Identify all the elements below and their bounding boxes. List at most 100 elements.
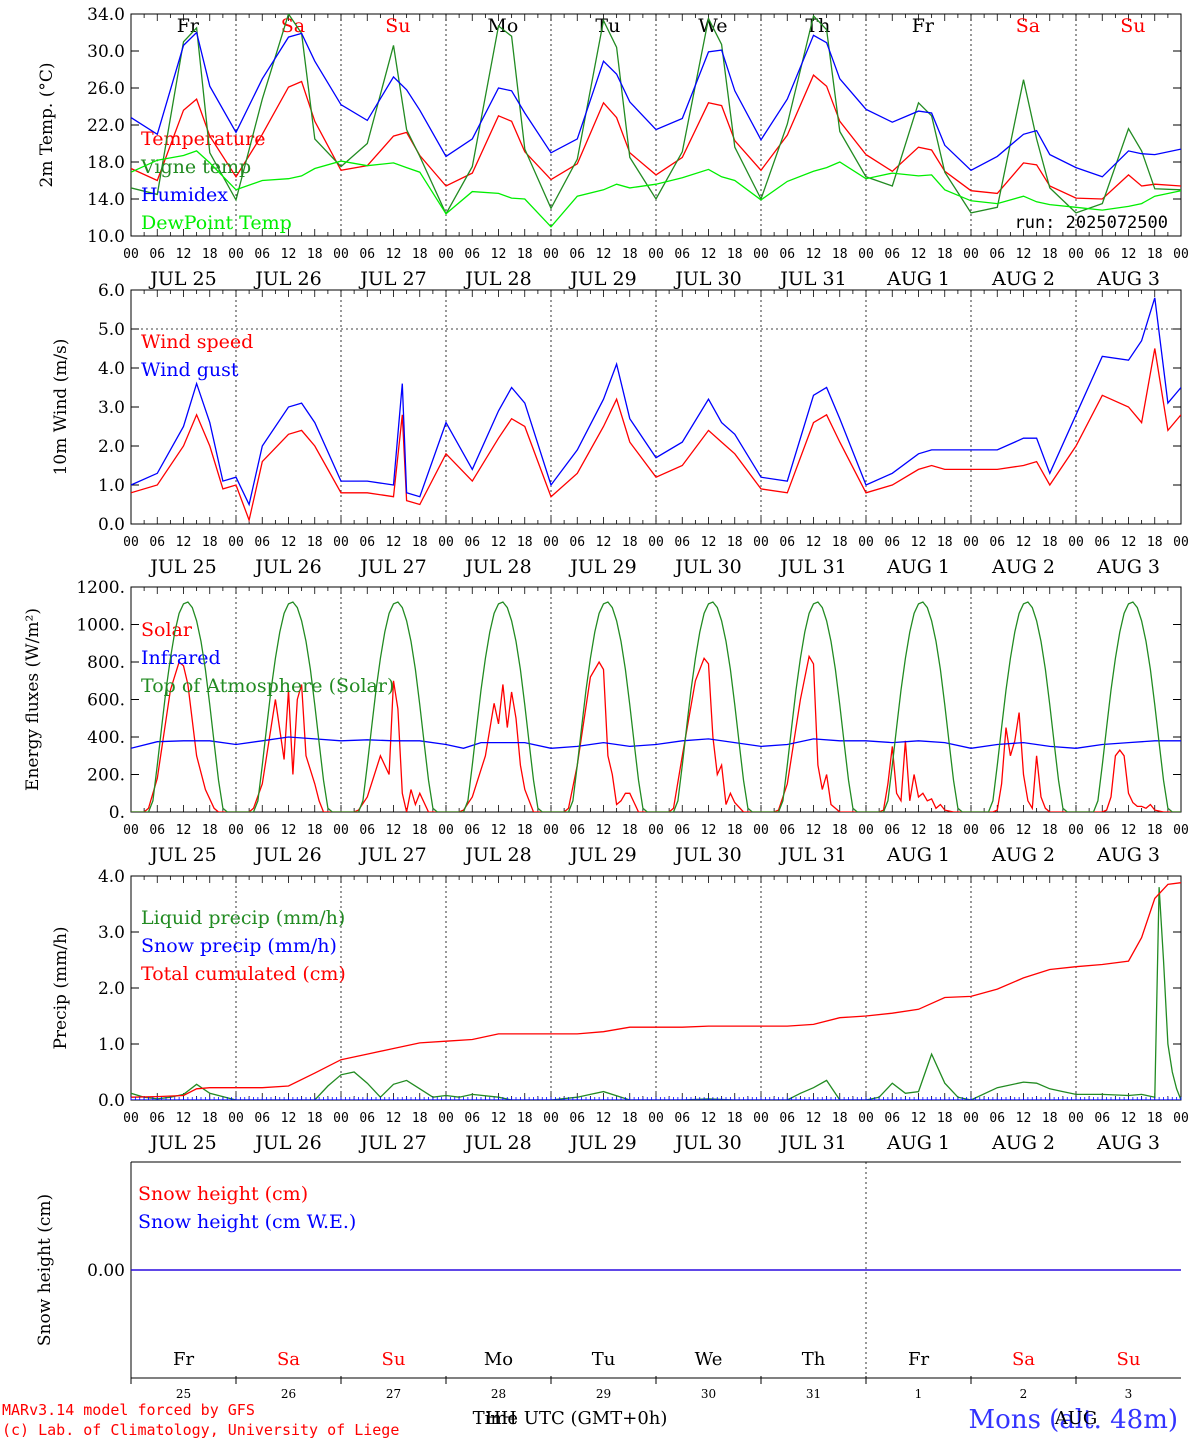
hour-tick-label: 18 <box>517 823 533 838</box>
hour-tick-label: 12 <box>596 823 612 838</box>
hour-tick-label: 18 <box>622 823 638 838</box>
hour-tick-label: 12 <box>596 535 612 550</box>
y-tick-label: 2.0 <box>98 979 125 999</box>
date-label: AUG 3 <box>1096 844 1160 866</box>
hour-tick-label: 06 <box>149 535 165 550</box>
hour-tick-label: 06 <box>674 535 690 550</box>
hour-tick-label: 06 <box>674 1111 690 1126</box>
hour-tick-label: 18 <box>1042 535 1058 550</box>
legend-entry: Vigne temp <box>140 156 251 178</box>
day-number-label: 26 <box>281 1387 296 1401</box>
weekday-label: Su <box>1120 15 1145 37</box>
series-line-total-cumulated-cm <box>131 882 1181 1098</box>
hour-tick-label: 00 <box>123 247 139 262</box>
hour-tick-label: 18 <box>307 823 323 838</box>
hour-tick-label: 00 <box>1068 247 1084 262</box>
hour-tick-label: 18 <box>1042 1111 1058 1126</box>
series-line-wind-speed <box>131 348 1181 523</box>
hour-tick-label: 00 <box>438 823 454 838</box>
hour-tick-label: 18 <box>727 247 743 262</box>
date-label: JUL 30 <box>673 844 741 866</box>
hour-tick-label: 18 <box>1042 823 1058 838</box>
hour-tick-label: 00 <box>648 535 664 550</box>
hour-tick-label: 00 <box>228 823 244 838</box>
weekday-label: Sa <box>277 1349 300 1370</box>
hour-tick-label: 12 <box>1016 247 1032 262</box>
hour-tick-label: 12 <box>911 1111 927 1126</box>
hour-tick-label: 18 <box>202 1111 218 1126</box>
date-label: AUG 1 <box>886 268 950 290</box>
hour-tick-label: 12 <box>701 247 717 262</box>
y-axis-label: 10m Wind (m/s) <box>51 339 71 476</box>
hour-tick-label: 18 <box>727 535 743 550</box>
day-number-label: 31 <box>806 1387 821 1401</box>
hour-tick-label: 06 <box>989 247 1005 262</box>
y-tick-label: 1.0 <box>98 1035 125 1055</box>
hour-tick-label: 06 <box>884 823 900 838</box>
hour-tick-label: 18 <box>622 247 638 262</box>
date-label: AUG 3 <box>1096 268 1160 290</box>
hour-tick-label: 00 <box>963 1111 979 1126</box>
legend-entry: Snow height (cm W.E.) <box>138 1211 356 1233</box>
hour-tick-label: 06 <box>1094 823 1110 838</box>
hour-tick-label: 18 <box>307 1111 323 1126</box>
panel-1: 10.0 14.0 18.0 22.0 26.0 30.0 34.0 2m Temp. (°C… <box>37 5 1189 290</box>
date-label: JUL 31 <box>778 1132 846 1154</box>
date-label: JUL 26 <box>253 844 321 866</box>
date-label: JUL 29 <box>568 844 636 866</box>
y-tick-label: 0.00 <box>87 1261 125 1281</box>
hour-tick-label: 06 <box>569 823 585 838</box>
y-tick-label: 1200. <box>76 578 125 598</box>
hour-tick-label: 18 <box>412 1111 428 1126</box>
hour-tick-label: 12 <box>281 1111 297 1126</box>
hour-tick-label: 00 <box>228 535 244 550</box>
hour-tick-label: 00 <box>648 247 664 262</box>
y-tick-label: 4.0 <box>98 867 125 887</box>
y-tick-label: 3.0 <box>98 398 125 418</box>
hour-tick-label: 00 <box>543 535 559 550</box>
hour-tick-label: 00 <box>1173 823 1189 838</box>
date-label: JUL 26 <box>253 268 321 290</box>
date-label: AUG 3 <box>1096 556 1160 578</box>
date-label: JUL 31 <box>778 556 846 578</box>
hour-tick-label: 12 <box>1121 823 1137 838</box>
hour-tick-label: 12 <box>806 823 822 838</box>
x-axis-title: Time UTC (GMT+0h) <box>473 1408 668 1429</box>
legend-entry: Liquid precip (mm/h) <box>141 907 345 929</box>
hour-tick-label: 06 <box>779 535 795 550</box>
panel-3: 0. 200. 400. 600. 800. 1000. 1200. Energy fluxe… <box>23 578 1189 866</box>
y-tick-label: 3.0 <box>98 923 125 943</box>
y-tick-label: 0.0 <box>98 1091 125 1111</box>
hour-tick-label: 18 <box>202 535 218 550</box>
hour-tick-label: 18 <box>412 247 428 262</box>
station-overlap-label: AUG <box>1054 1408 1098 1429</box>
hour-tick-label: 00 <box>1173 535 1189 550</box>
hour-tick-label: 00 <box>333 1111 349 1126</box>
y-tick-label: 400. <box>87 728 125 748</box>
date-label: AUG 1 <box>886 844 950 866</box>
panel-2: 0.0 1.0 2.0 3.0 4.0 5.0 6.0 10m Wind (m/s) 00 06 1… <box>51 281 1189 578</box>
hour-tick-label: 12 <box>281 535 297 550</box>
y-tick-label: 5.0 <box>98 320 125 340</box>
hour-tick-label: 12 <box>386 1111 402 1126</box>
hour-tick-label: 12 <box>491 535 507 550</box>
hour-tick-label: 00 <box>648 823 664 838</box>
date-label: JUL 25 <box>148 1132 216 1154</box>
hour-tick-label: 00 <box>858 1111 874 1126</box>
hour-tick-label: 12 <box>701 535 717 550</box>
y-axis-label: Snow height (cm) <box>35 1194 55 1346</box>
hour-tick-label: 18 <box>307 247 323 262</box>
y-tick-label: 14.0 <box>87 190 125 210</box>
hour-tick-label: 06 <box>149 247 165 262</box>
y-tick-label: 18.0 <box>87 153 125 173</box>
day-number-label: 27 <box>386 1387 401 1401</box>
date-label: JUL 30 <box>673 1132 741 1154</box>
hour-tick-label: 00 <box>1173 1111 1189 1126</box>
hour-tick-label: 00 <box>858 823 874 838</box>
date-label: AUG 2 <box>991 844 1055 866</box>
hour-tick-label: 12 <box>281 823 297 838</box>
day-number-label: 1 <box>915 1387 923 1401</box>
hour-tick-label: 18 <box>1147 247 1163 262</box>
hour-tick-label: 18 <box>832 535 848 550</box>
